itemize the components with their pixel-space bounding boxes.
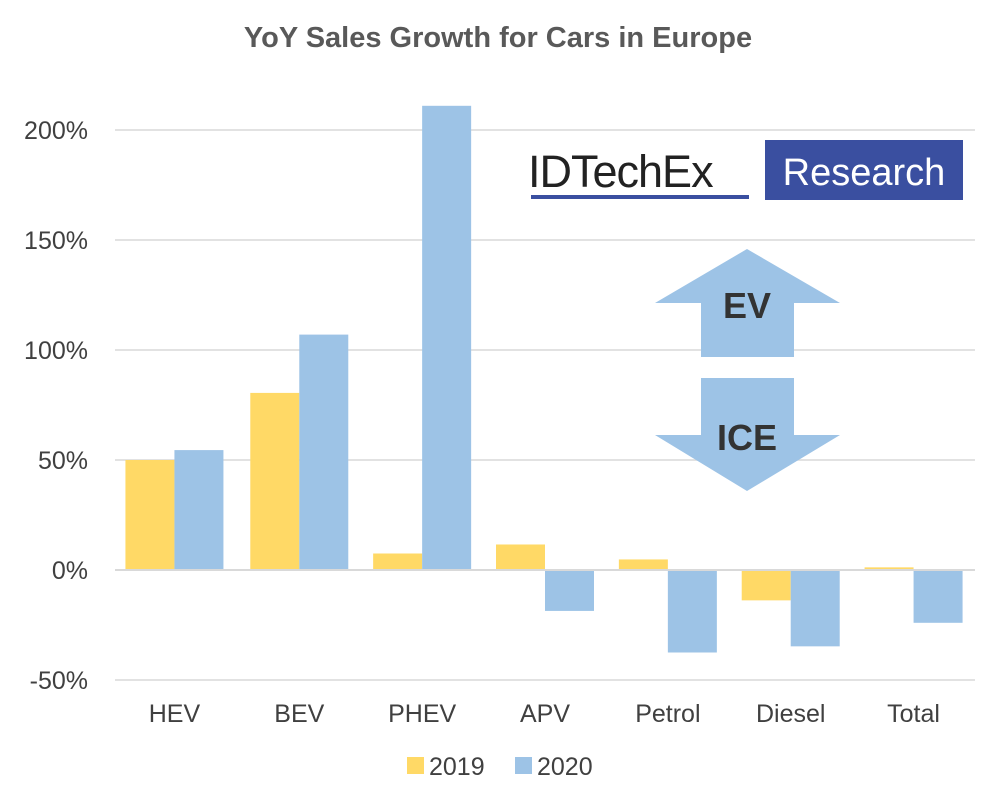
ev-label: EV	[723, 285, 771, 326]
ev-up-arrow: EV	[655, 249, 840, 357]
x-tick-label: Diesel	[756, 700, 825, 728]
bar-apv-2020	[545, 570, 594, 611]
y-tick-label: 0%	[52, 557, 88, 585]
legend-swatch-2019	[407, 757, 424, 774]
bar-diesel-2019	[741, 570, 791, 601]
y-axis-ticks: -50% 0% 50% 100% 150% 200%	[24, 117, 88, 695]
x-tick-label: Petrol	[635, 700, 700, 728]
bar-hev-2019	[125, 460, 175, 570]
bar-petrol-2019	[618, 559, 668, 570]
ice-down-arrow: ICE	[655, 378, 840, 491]
x-tick-label: PHEV	[388, 700, 456, 728]
logo-box	[765, 140, 963, 200]
x-tick-label: APV	[520, 700, 570, 728]
legend-label-2020: 2020	[537, 753, 593, 781]
x-tick-label: HEV	[149, 700, 201, 728]
y-tick-label: -50%	[30, 667, 88, 695]
y-tick-label: 150%	[24, 227, 88, 255]
logo-text-left: IDTechEx	[528, 146, 714, 197]
bar-bev-2020	[299, 334, 349, 570]
bar-hev-2020	[174, 450, 224, 570]
logo-underline	[531, 195, 749, 199]
x-tick-label: BEV	[274, 700, 324, 728]
legend-label-2019: 2019	[429, 753, 485, 781]
bar-phev-2019	[373, 553, 423, 570]
chart-title: YoY Sales Growth for Cars in Europe	[244, 22, 752, 54]
legend: 2019 2020	[407, 753, 593, 781]
ice-label: ICE	[717, 417, 777, 458]
legend-swatch-2020	[515, 757, 532, 774]
y-tick-label: 200%	[24, 117, 88, 145]
bar-apv-2019	[496, 544, 545, 570]
idtechex-logo: IDTechEx Research	[528, 140, 963, 200]
down-arrow-icon	[655, 378, 840, 491]
bar-bev-2019	[250, 392, 300, 570]
logo-text-right: Research	[783, 152, 946, 194]
up-arrow-icon	[655, 249, 840, 357]
bar-petrol-2020	[667, 570, 717, 653]
bars	[125, 105, 963, 653]
bar-total-2020	[913, 570, 963, 623]
bar-diesel-2020	[790, 570, 840, 647]
y-tick-label: 50%	[38, 447, 88, 475]
bar-phev-2020	[422, 105, 472, 571]
bar-total-2019	[864, 567, 914, 570]
y-tick-label: 100%	[24, 337, 88, 365]
x-tick-label: Total	[887, 700, 940, 728]
x-axis-ticks: HEV BEV PHEV APV Petrol Diesel Total	[149, 700, 940, 728]
